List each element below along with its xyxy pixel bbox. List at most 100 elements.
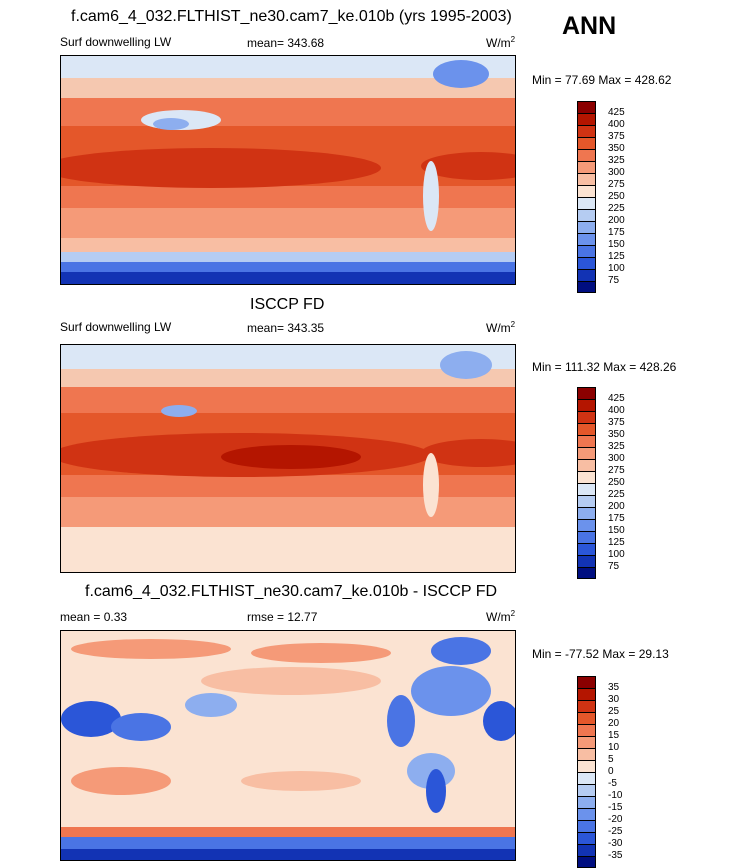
colorbar-tick-label: -15 (608, 802, 623, 813)
colorbar-tick-label: -25 (608, 826, 623, 837)
panel2-mean-label: mean= 343.35 (247, 321, 325, 335)
colorbar-tick-label: -20 (608, 814, 623, 825)
colorbar-tick-label: 75 (608, 275, 620, 286)
colorbar-swatch (577, 245, 596, 257)
colorbar-swatch (577, 844, 596, 856)
colorbar-swatch (577, 736, 596, 748)
colorbar-tick-label: 225 (608, 489, 625, 500)
colorbar-swatch (577, 724, 596, 736)
colorbar-swatch (577, 125, 596, 137)
panel1-colorbar (577, 101, 596, 293)
panel1-units: W/m2 (486, 35, 516, 51)
colorbar-swatch (577, 281, 596, 293)
colorbar-tick-label: 0 (608, 766, 614, 777)
colorbar-swatch (577, 772, 596, 784)
colorbar-tick-label: 10 (608, 742, 620, 753)
colorbar-tick-label: 350 (608, 143, 625, 154)
panel2-map-field (61, 345, 515, 572)
colorbar-tick-label: 425 (608, 393, 625, 404)
colorbar-swatch (577, 435, 596, 447)
panel1-title: f.cam6_4_032.FLTHIST_ne30.cam7_ke.010b (… (71, 8, 512, 25)
colorbar-tick-label: 100 (608, 263, 625, 274)
colorbar-tick-label: 350 (608, 429, 625, 440)
panel3-title: f.cam6_4_032.FLTHIST_ne30.cam7_ke.010b -… (85, 583, 498, 600)
colorbar-swatch (577, 483, 596, 495)
panel1-map-field (61, 56, 515, 284)
colorbar-tick-label: -10 (608, 790, 623, 801)
colorbar-swatch (577, 411, 596, 423)
colorbar-tick-label: 325 (608, 155, 625, 166)
colorbar-swatch (577, 221, 596, 233)
colorbar-tick-label: 20 (608, 718, 620, 729)
colorbar-swatch (577, 507, 596, 519)
panel1-variable-label: Surf downwelling LW (60, 35, 172, 49)
colorbar-tick-label: 300 (608, 453, 625, 464)
panel1-map (60, 55, 516, 285)
colorbar-tick-label: 75 (608, 561, 620, 572)
panel3-map-field (61, 631, 515, 860)
colorbar-tick-label: -30 (608, 838, 623, 849)
panel1-minmax: Min = 77.69 Max = 428.62 (532, 73, 672, 87)
colorbar-tick-label: -35 (608, 850, 623, 861)
panel1-mean-label: mean= 343.68 (247, 36, 325, 50)
colorbar-tick-label: 25 (608, 706, 620, 717)
panel2-minmax: Min = 111.32 Max = 428.26 (532, 360, 677, 374)
colorbar-swatch (577, 471, 596, 483)
season-label: ANN (562, 12, 617, 40)
colorbar-swatch (577, 447, 596, 459)
colorbar-swatch (577, 519, 596, 531)
colorbar-tick-label: 200 (608, 215, 625, 226)
colorbar-swatch (577, 832, 596, 844)
colorbar-swatch (577, 495, 596, 507)
colorbar-swatch (577, 113, 596, 125)
colorbar-tick-label: 275 (608, 465, 625, 476)
colorbar-tick-label: 425 (608, 107, 625, 118)
colorbar-tick-label: 30 (608, 694, 620, 705)
colorbar-swatch (577, 459, 596, 471)
colorbar-swatch (577, 257, 596, 269)
panel2-colorbar (577, 387, 596, 579)
colorbar-tick-label: 175 (608, 227, 625, 238)
colorbar-swatch (577, 161, 596, 173)
colorbar-swatch (577, 700, 596, 712)
panel2-variable-label: Surf downwelling LW (60, 320, 172, 334)
colorbar-swatch (577, 387, 596, 399)
colorbar-tick-label: 175 (608, 513, 625, 524)
colorbar-swatch (577, 555, 596, 567)
panel3-map (60, 630, 516, 861)
colorbar-swatch (577, 423, 596, 435)
colorbar-swatch (577, 567, 596, 579)
colorbar-swatch (577, 269, 596, 281)
panel3-rmse-label: rmse = 12.77 (247, 610, 318, 624)
colorbar-tick-label: 15 (608, 730, 620, 741)
colorbar-swatch (577, 856, 596, 868)
colorbar-swatch (577, 676, 596, 688)
colorbar-swatch (577, 399, 596, 411)
panel3-minmax: Min = -77.52 Max = 29.13 (532, 647, 669, 661)
colorbar-tick-label: 400 (608, 119, 625, 130)
colorbar-tick-label: 375 (608, 417, 625, 428)
colorbar-swatch (577, 233, 596, 245)
colorbar-swatch (577, 531, 596, 543)
colorbar-tick-label: 325 (608, 441, 625, 452)
colorbar-swatch (577, 760, 596, 772)
colorbar-swatch (577, 784, 596, 796)
colorbar-swatch (577, 808, 596, 820)
panel3-mean-label: mean = 0.33 (60, 610, 128, 624)
panel2-units: W/m2 (486, 320, 516, 336)
colorbar-swatch (577, 101, 596, 113)
colorbar-tick-label: 100 (608, 549, 625, 560)
colorbar-tick-label: 225 (608, 203, 625, 214)
colorbar-swatch (577, 748, 596, 760)
colorbar-swatch (577, 149, 596, 161)
colorbar-tick-label: 150 (608, 525, 625, 536)
panel2-map (60, 344, 516, 573)
panel3-units: W/m2 (486, 609, 516, 625)
colorbar-swatch (577, 688, 596, 700)
colorbar-swatch (577, 820, 596, 832)
colorbar-tick-label: 275 (608, 179, 625, 190)
colorbar-tick-label: 250 (608, 191, 625, 202)
colorbar-tick-label: 125 (608, 537, 625, 548)
colorbar-swatch (577, 173, 596, 185)
colorbar-tick-label: 375 (608, 131, 625, 142)
